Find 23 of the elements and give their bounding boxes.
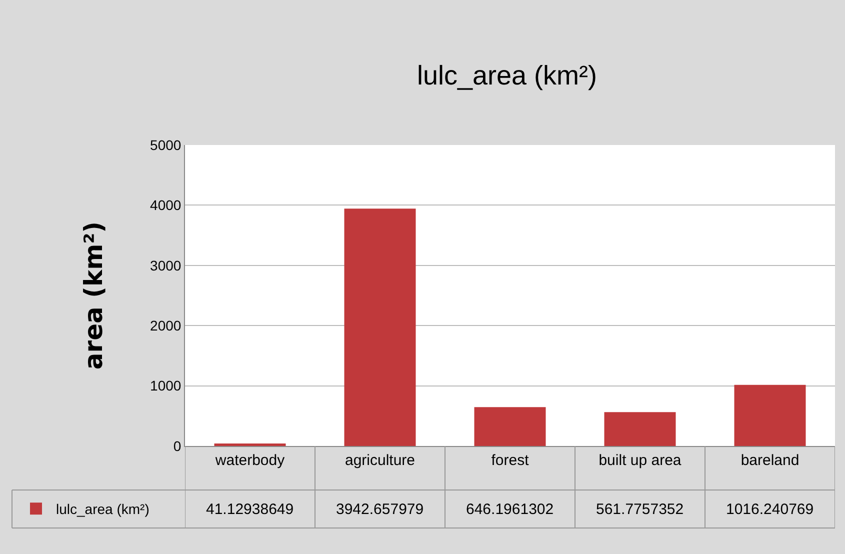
y-tick-label: 0 bbox=[173, 438, 182, 454]
bar bbox=[734, 384, 806, 446]
y-tick-label: 5000 bbox=[150, 136, 182, 153]
data-label: 1016.240769 bbox=[726, 501, 814, 518]
data-label: 561.7757352 bbox=[596, 501, 684, 518]
y-tick-label: 3000 bbox=[150, 257, 182, 274]
y-axis-title: area (km²) bbox=[78, 221, 108, 370]
x-tick-label: bareland bbox=[740, 452, 800, 469]
data-label: 646.1961302 bbox=[466, 501, 554, 518]
data-label: 3942.657979 bbox=[336, 501, 424, 518]
legend-label: lulc_area (km²) bbox=[56, 501, 150, 518]
x-tick-label: built up area bbox=[598, 452, 682, 469]
x-tick-label: agriculture bbox=[344, 452, 416, 469]
x-tick-label: waterbody bbox=[214, 452, 286, 469]
y-tick-label: 1000 bbox=[150, 378, 182, 394]
bar bbox=[344, 208, 416, 446]
data-label: 41.12938649 bbox=[206, 501, 294, 518]
chart-title: lulc_area (km²) bbox=[416, 60, 598, 90]
y-tick-label: 2000 bbox=[150, 318, 182, 334]
x-tick-label: forest bbox=[491, 452, 530, 469]
bar bbox=[604, 412, 676, 446]
bar bbox=[474, 407, 546, 446]
y-tick-label: 4000 bbox=[150, 197, 182, 214]
